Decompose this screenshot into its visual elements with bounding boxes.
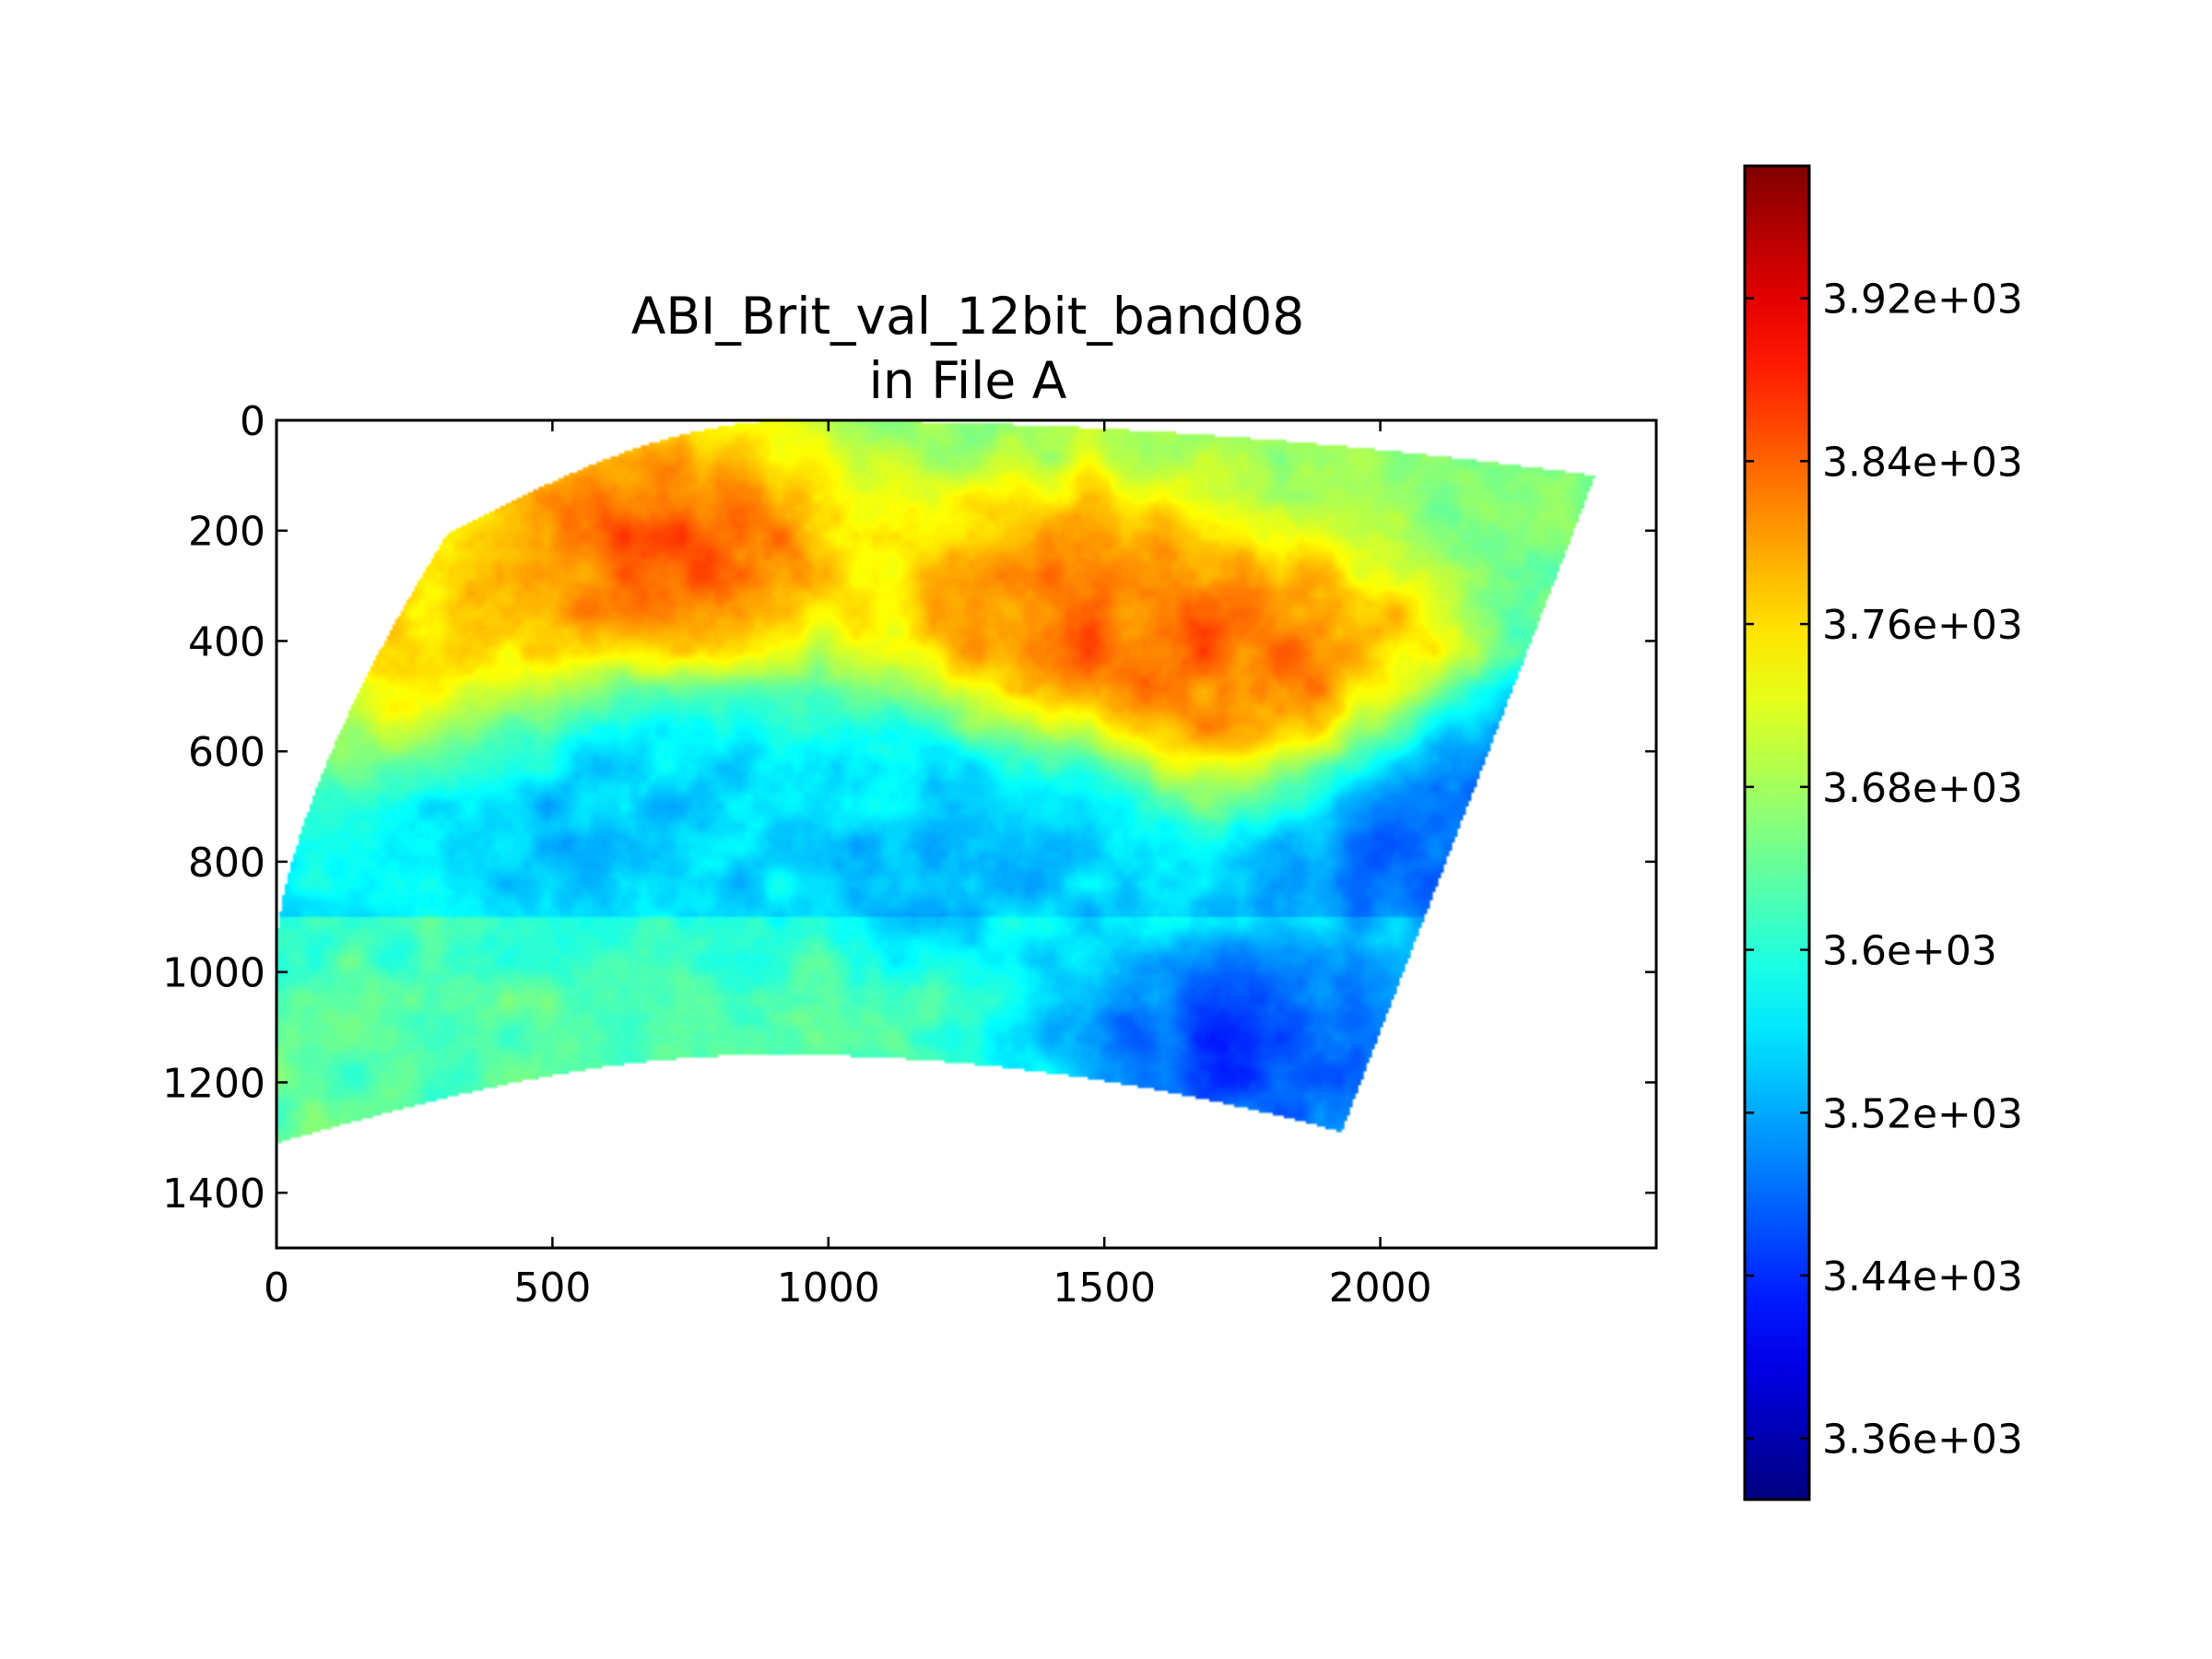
x-axis: 0 500 1000 1500 2000 (264, 420, 1432, 1312)
y-tick-label: 1000 (162, 950, 265, 997)
colorbar-gradient (1743, 164, 1811, 1501)
y-tick-label: 400 (188, 618, 265, 665)
y-tick-label: 0 (240, 398, 265, 445)
colorbar-tick-label: 3.76e+03 (1822, 602, 2023, 649)
heatmap-raster (276, 420, 1656, 1248)
x-tick-label: 1500 (1053, 1265, 1156, 1312)
chart-title: ABI_Brit_val_12bit_band08 in File A (631, 287, 1304, 410)
colorbar: 3.36e+03 3.44e+03 3.52e+03 3.6e+03 3.68e+03 3… (1743, 164, 2023, 1501)
y-tick-label: 800 (188, 840, 265, 887)
chart-title-line-2: in File A (869, 351, 1067, 410)
y-tick-label: 600 (188, 729, 265, 776)
y-tick-label: 1200 (162, 1060, 265, 1107)
y-tick-label: 1400 (162, 1171, 265, 1218)
colorbar-tick-label: 3.68e+03 (1822, 765, 2023, 812)
plot-frame (275, 418, 1658, 1250)
y-axis: 0 200 400 600 800 1000 1200 1400 (162, 398, 1656, 1218)
y-tick-label: 200 (188, 509, 265, 556)
colorbar-tick-label: 3.44e+03 (1822, 1253, 2023, 1300)
colorbar-tick-label: 3.6e+03 (1822, 928, 1997, 975)
colorbar-tick-label: 3.92e+03 (1822, 276, 2023, 324)
x-tick-label: 1000 (777, 1265, 880, 1312)
chart-title-line-1: ABI_Brit_val_12bit_band08 (631, 287, 1304, 346)
colorbar-ticks: 3.36e+03 3.44e+03 3.52e+03 3.6e+03 3.68e+03 3… (1745, 276, 2023, 1464)
colorbar-tick-label: 3.52e+03 (1822, 1090, 2023, 1137)
colorbar-tick-label: 3.84e+03 (1822, 439, 2023, 486)
x-tick-label: 2000 (1329, 1265, 1432, 1312)
colorbar-tick-label: 3.36e+03 (1822, 1417, 2023, 1464)
heatmap-image (276, 420, 1656, 1248)
x-tick-label: 500 (513, 1265, 591, 1312)
x-tick-label: 0 (264, 1265, 289, 1312)
